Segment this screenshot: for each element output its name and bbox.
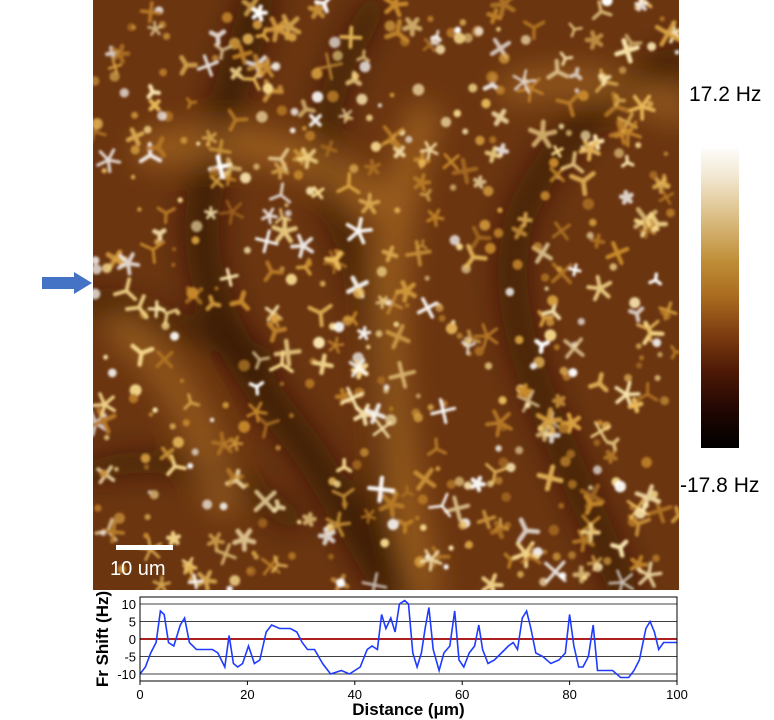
x-axis-label: Distance (μm) xyxy=(352,700,464,719)
y-tick-label: -10 xyxy=(117,667,136,682)
x-tick-label: 80 xyxy=(562,687,576,702)
x-tick-label: 60 xyxy=(455,687,469,702)
arrow-right-icon xyxy=(42,272,92,294)
y-tick-label: 5 xyxy=(129,615,136,630)
scale-bar-label: 10 um xyxy=(110,558,166,580)
series-line xyxy=(139,599,677,679)
x-tick-label: 0 xyxy=(136,687,143,702)
x-tick-label: 20 xyxy=(240,687,254,702)
x-tick-label: 100 xyxy=(666,687,688,702)
colorbar-min-label: -17.8 Hz xyxy=(680,474,760,497)
y-tick-label: 0 xyxy=(129,632,136,647)
y-tick-label: 10 xyxy=(122,597,136,612)
y-tick-label: -5 xyxy=(124,650,136,665)
y-axis-label: Fr Shift (Hz) xyxy=(93,591,112,687)
colorbar xyxy=(701,148,739,448)
plot-frame xyxy=(139,596,678,682)
scale-bar xyxy=(116,545,173,550)
afm-frequency-shift-image xyxy=(93,0,679,590)
colorbar-max-label: 17.2 Hz xyxy=(689,83,762,106)
x-tick-label: 40 xyxy=(348,687,362,702)
